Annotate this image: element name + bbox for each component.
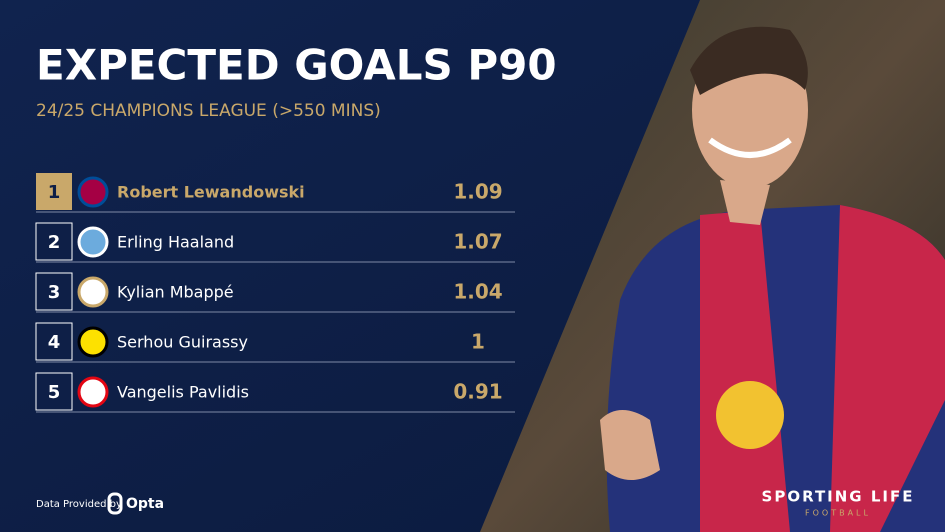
player-name: Vangelis Pavlidis xyxy=(117,383,249,402)
ranking-table: 1 Robert Lewandowski 1.09 2 Erling Haaland 1.… xyxy=(35,173,515,413)
player-name: Robert Lewandowski xyxy=(117,183,305,202)
rank-box xyxy=(35,222,73,261)
rank-box xyxy=(35,272,73,311)
rank-box xyxy=(36,173,72,210)
brand-sub: FOOTBALL xyxy=(805,509,871,518)
player-photo xyxy=(480,0,945,532)
rank-box xyxy=(35,372,73,411)
player-name: Serhou Guirassy xyxy=(117,333,248,352)
club-badge xyxy=(77,326,109,358)
table-row: 5 Vangelis Pavlidis 0.91 xyxy=(35,372,515,413)
opta-logo xyxy=(107,492,123,515)
rank: 5 xyxy=(48,382,61,403)
club-badge xyxy=(77,376,109,408)
xg-value: 1.09 xyxy=(453,180,502,204)
xg-value: 1 xyxy=(471,330,485,354)
xg-value: 0.91 xyxy=(453,380,502,404)
table-row: 4 Serhou Guirassy 1 xyxy=(35,322,515,363)
provider: Opta xyxy=(126,496,164,512)
brand: SPORTING LIFE xyxy=(762,488,915,506)
rank: 4 xyxy=(48,332,61,353)
player-name: Erling Haaland xyxy=(117,233,234,252)
player-name: Kylian Mbappé xyxy=(117,283,234,302)
xg-value: 1.04 xyxy=(453,280,502,304)
club-badge xyxy=(77,226,109,258)
table-row: 3 Kylian Mbappé 1.04 xyxy=(35,272,515,313)
rank: 2 xyxy=(48,232,61,253)
table-row: 1 Robert Lewandowski 1.09 xyxy=(36,173,515,213)
club-badge xyxy=(77,176,109,208)
rank: 1 xyxy=(48,182,61,203)
title: EXPECTED GOALS P90 xyxy=(36,41,557,90)
table-row: 2 Erling Haaland 1.07 xyxy=(35,222,515,263)
rank: 3 xyxy=(48,282,61,303)
xg-value: 1.07 xyxy=(453,230,502,254)
club-badge xyxy=(77,276,109,308)
rank-box xyxy=(35,322,73,361)
credit: Data Provided by xyxy=(36,499,122,510)
subtitle: 24/25 CHAMPIONS LEAGUE (>550 MINS) xyxy=(36,101,381,121)
